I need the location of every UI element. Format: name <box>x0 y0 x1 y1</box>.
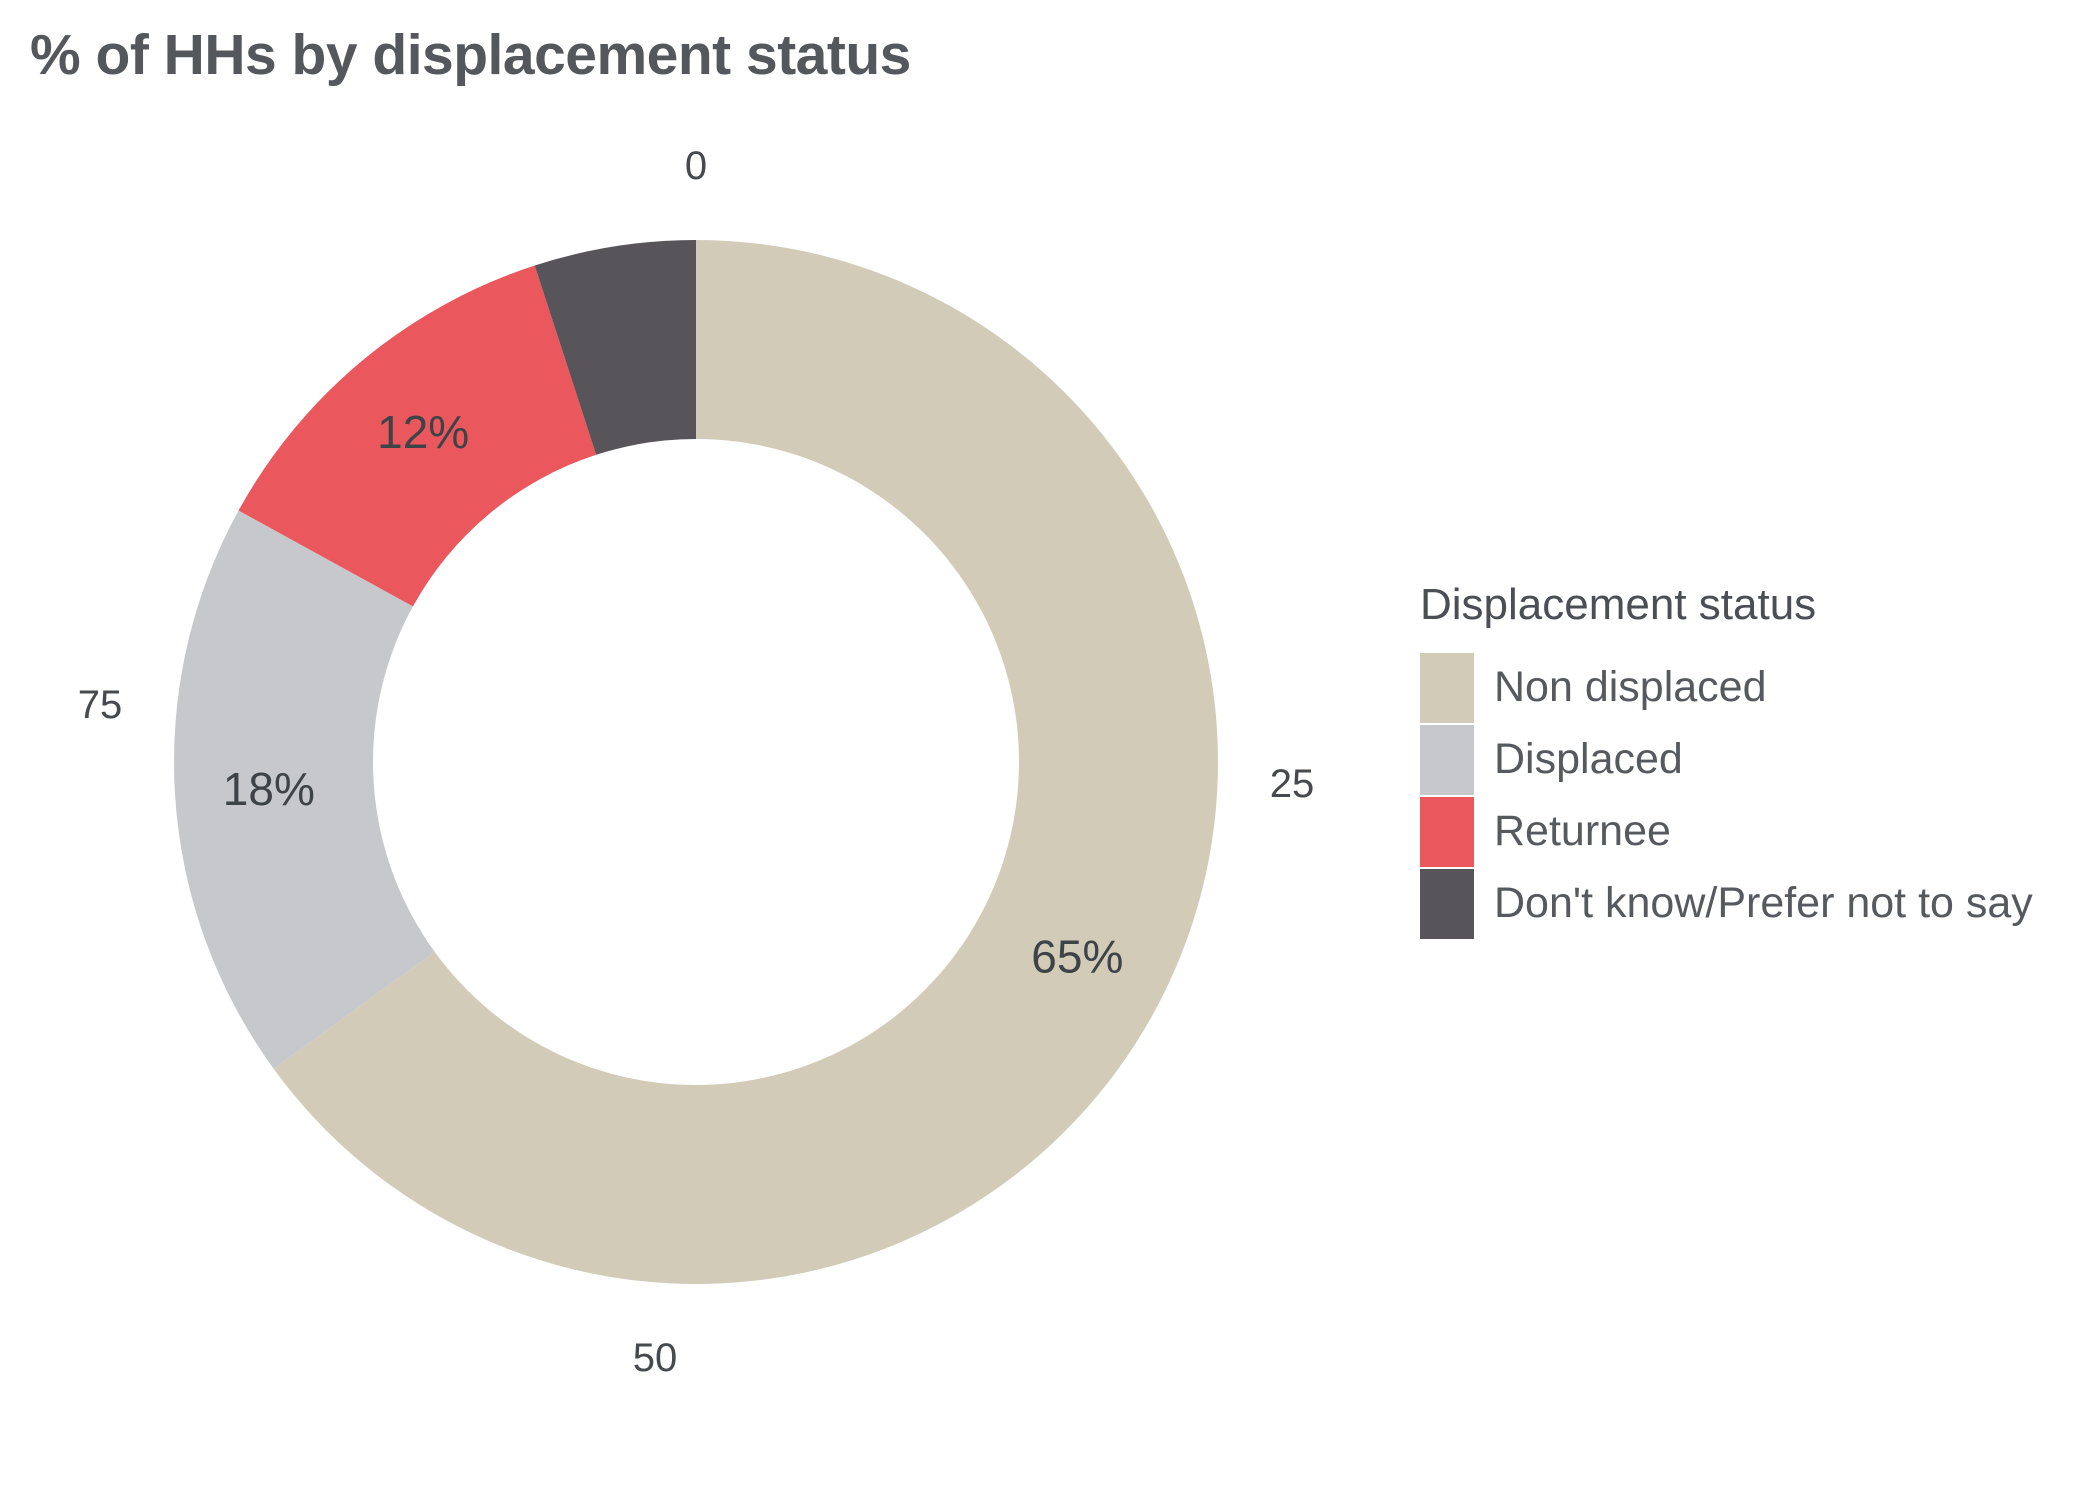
polar-tick-label-0: 0 <box>685 144 707 188</box>
legend-swatch-don-t-know-prefer-not-to-say <box>1420 868 1474 939</box>
legend-item-label: Returnee <box>1494 807 1671 856</box>
donut-slice-returnee <box>238 265 597 607</box>
donut-slice-non-displaced <box>273 240 1218 1285</box>
legend-title: Displacement status <box>1420 580 1817 629</box>
legend-item-returnee: Returnee <box>1420 796 2033 867</box>
donut-slice-displaced <box>173 510 435 1069</box>
legend-item-label: Non displaced <box>1494 663 1767 712</box>
legend-item-label: Don't know/Prefer not to say <box>1494 879 2033 928</box>
legend-swatch-displaced <box>1420 724 1474 795</box>
donut-slice-don-t-know-prefer-not-to-say <box>534 240 696 455</box>
slice-percent-label-displaced: 18% <box>223 763 315 815</box>
legend-swatch-returnee <box>1420 796 1474 867</box>
slice-percent-label-non-displaced: 65% <box>1031 930 1123 982</box>
legend-item-displaced: Displaced <box>1420 724 2033 795</box>
polar-tick-label-50: 50 <box>633 1336 678 1380</box>
polar-tick-label-25: 25 <box>1270 762 1315 806</box>
chart-title: % of HHs by displacement status <box>30 23 911 87</box>
legend-item-non-displaced: Non displaced <box>1420 652 2033 723</box>
legend-swatch-non-displaced <box>1420 652 1474 723</box>
legend-item-don-t-know-prefer-not-to-say: Don't know/Prefer not to say <box>1420 868 2033 939</box>
polar-tick-label-75: 75 <box>78 683 123 727</box>
legend: Displacement status Non displaced Displac… <box>1420 580 2033 941</box>
slice-percent-label-returnee: 12% <box>377 406 469 458</box>
legend-items: Non displaced Displaced Returnee Don't know… <box>1420 652 2033 939</box>
legend-item-label: Displaced <box>1494 735 1683 784</box>
